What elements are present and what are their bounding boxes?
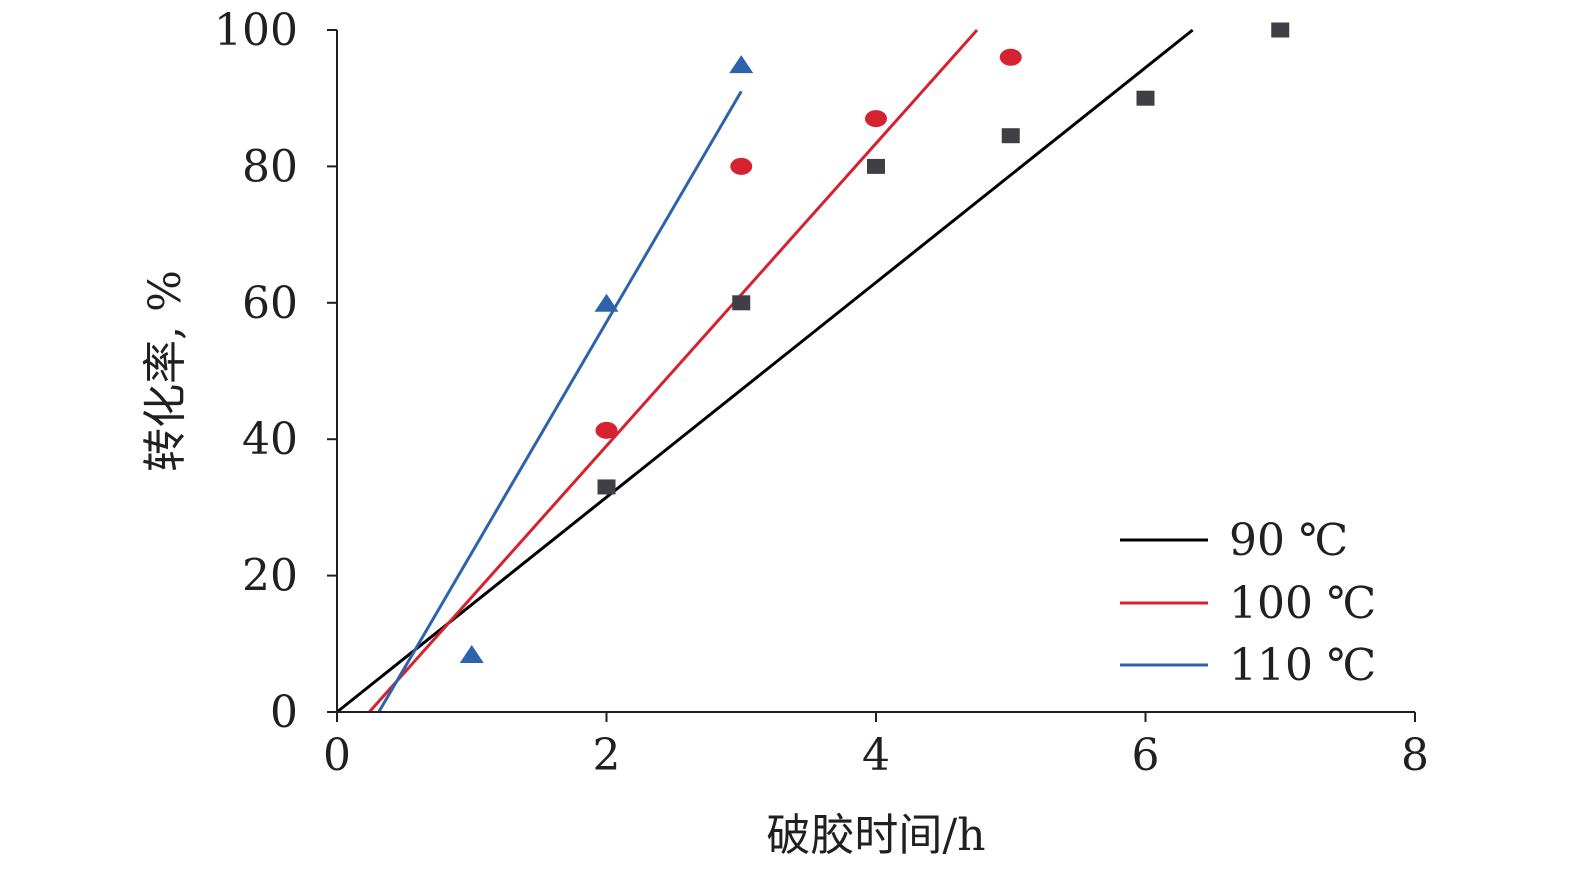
data-point-series-2-1 (594, 293, 619, 312)
legend-label-series-0: 90 ℃ (1229, 515, 1348, 566)
y-tick-label: 100 (214, 5, 298, 56)
x-ticks: 0 2 4 6 8 (323, 712, 1429, 781)
data-point-series-0-2 (867, 158, 885, 174)
y-tick-label: 0 (270, 687, 298, 738)
x-axis-title: 破胶时间/h (766, 810, 985, 861)
data-markers (459, 22, 1290, 664)
y-axis-title: 转化率, % (140, 270, 191, 472)
fit-line-series-2 (377, 90, 743, 713)
data-point-series-1-1 (730, 157, 753, 175)
data-point-series-0-4 (1136, 90, 1155, 106)
y-tick-label: 60 (242, 278, 298, 329)
fit-lines (336, 28, 1194, 714)
legend-label-series-2: 110 ℃ (1229, 640, 1376, 691)
x-tick-label: 4 (862, 730, 890, 781)
x-tick-label: 2 (593, 730, 621, 781)
data-point-series-0-1 (732, 295, 751, 311)
data-point-series-1-3 (999, 48, 1022, 66)
data-point-series-2-0 (459, 645, 484, 664)
data-point-series-0-0 (597, 479, 616, 495)
legend: 90 ℃ 100 ℃ 110 ℃ (1120, 515, 1376, 691)
y-tick-label: 80 (242, 141, 298, 192)
data-point-series-2-2 (729, 55, 754, 74)
x-tick-label: 0 (323, 730, 351, 781)
fit-line-series-0 (336, 28, 1194, 714)
y-tick-label: 20 (242, 551, 298, 602)
y-tick-label: 40 (242, 414, 298, 465)
y-ticks: 0 20 40 60 80 100 (214, 5, 337, 738)
data-point-series-1-0 (595, 421, 618, 439)
fit-line-series-1 (368, 29, 979, 713)
data-point-series-1-2 (865, 110, 887, 128)
x-tick-label: 6 (1132, 730, 1160, 781)
data-point-series-0-5 (1271, 22, 1290, 38)
legend-label-series-1: 100 ℃ (1229, 578, 1376, 629)
data-point-series-0-3 (1001, 128, 1020, 144)
x-tick-label: 8 (1401, 730, 1429, 781)
